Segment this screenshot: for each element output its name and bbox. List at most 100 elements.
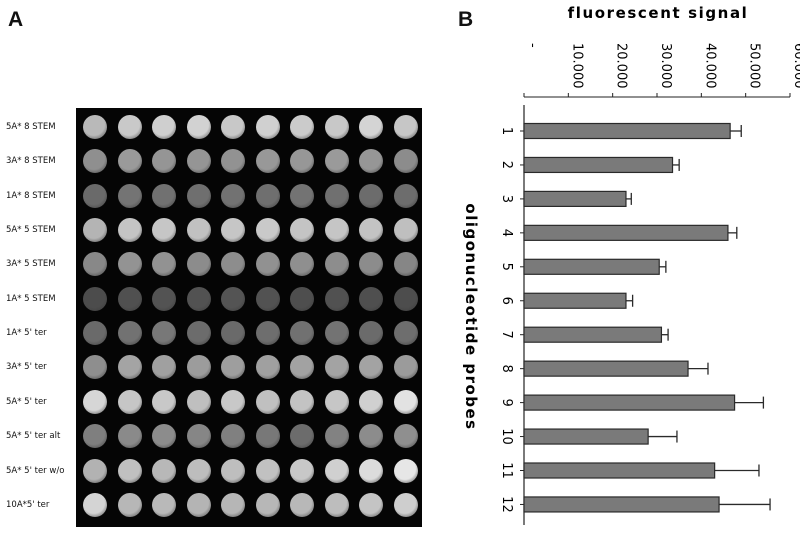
array-spot (117, 458, 142, 483)
array-spot (393, 218, 418, 243)
array-spot (393, 149, 418, 174)
array-spot (290, 218, 314, 243)
array-spot (221, 389, 245, 414)
category-label: 2 (499, 161, 514, 169)
array-spot (117, 389, 142, 414)
array-spot (117, 424, 142, 449)
array-spot (359, 458, 383, 483)
array-spot (290, 183, 314, 208)
bar-11 (523, 462, 716, 479)
array-spot (117, 321, 142, 346)
array-spot (290, 321, 314, 346)
value-tick-label: 40.000 (702, 43, 717, 89)
array-spot (359, 492, 383, 517)
array-spot (186, 183, 211, 208)
value-tick-label: 20.000 (614, 43, 629, 89)
category-label: 9 (499, 398, 514, 406)
array-spot (83, 492, 107, 517)
chart-ylabel: oligonucleotide probes (462, 203, 480, 430)
array-spot (117, 115, 142, 139)
array-row-label: 10A*5' ter (6, 499, 50, 510)
array-spot (186, 321, 211, 346)
value-tick-label: 10.000 (569, 43, 584, 89)
array-spot (152, 321, 176, 346)
array-spot (221, 321, 245, 346)
array-spot (186, 492, 211, 517)
bar-9 (523, 394, 736, 411)
array-spot (117, 286, 142, 311)
array-spot (83, 115, 107, 139)
array-spot (393, 115, 418, 139)
array-spot (83, 252, 107, 277)
array-spot (186, 389, 211, 414)
array-spot (152, 355, 176, 380)
array-spot (83, 183, 107, 208)
array-spot (152, 458, 176, 483)
category-label: 4 (499, 229, 514, 237)
array-spot (255, 218, 280, 243)
category-label: 11 (499, 462, 514, 479)
array-spot (324, 286, 349, 311)
chart-title: fluorescent signal (568, 4, 749, 22)
bar-6 (523, 292, 627, 309)
array-spot (221, 252, 245, 277)
array-spot (255, 389, 280, 414)
array-spot (83, 458, 107, 483)
array-spot (83, 286, 107, 311)
array-row-label: 5A* 5' ter alt (6, 431, 61, 442)
array-spot (359, 286, 383, 311)
array-spot (290, 492, 314, 517)
array-spot (152, 149, 176, 174)
array-spot (393, 492, 418, 517)
array-spot (290, 252, 314, 277)
bar-8 (523, 360, 689, 377)
array-spot (152, 183, 176, 208)
bar-2 (523, 156, 674, 174)
array-spot (393, 252, 418, 277)
bar-4 (523, 224, 729, 241)
category-label: 3 (499, 195, 514, 203)
array-spot (324, 218, 349, 243)
array-spot (324, 355, 349, 380)
value-tick-label: 50.000 (747, 43, 762, 89)
array-spot (83, 218, 107, 243)
category-label: 6 (499, 297, 514, 305)
array-spot (83, 149, 107, 174)
array-row-label: 3A* 5 STEM (6, 259, 56, 270)
array-spot (290, 286, 314, 311)
array-row-label: 1A* 8 STEM (6, 190, 56, 201)
array-spot (359, 389, 383, 414)
array-spot (221, 115, 245, 139)
array-spot (255, 424, 280, 449)
array-spot (359, 321, 383, 346)
array-spot (393, 424, 418, 449)
array-spot (83, 389, 107, 414)
microarray-image (76, 108, 422, 527)
value-tick-label: 30.000 (658, 43, 673, 89)
array-row-label: 3A* 8 STEM (6, 156, 56, 167)
array-spot (221, 183, 245, 208)
array-spot (359, 218, 383, 243)
array-spot (255, 149, 280, 174)
array-spot (393, 355, 418, 380)
array-spot (255, 183, 280, 208)
bar-7 (523, 326, 663, 343)
array-spot (83, 321, 107, 346)
array-spot (359, 424, 383, 449)
category-label: 12 (499, 496, 514, 513)
array-spot (186, 286, 211, 311)
array-spot (255, 286, 280, 311)
array-spot (117, 492, 142, 517)
array-spot (324, 321, 349, 346)
array-spot (117, 355, 142, 380)
array-row-label: 5A* 5 STEM (6, 225, 56, 236)
array-spot (117, 218, 142, 243)
category-label: 7 (499, 331, 514, 339)
array-spot (83, 424, 107, 449)
array-row-label: 5A* 8 STEM (6, 122, 56, 132)
array-spot (290, 424, 314, 449)
array-spot (186, 218, 211, 243)
array-spot (83, 355, 107, 380)
array-spot (221, 355, 245, 380)
array-spot (221, 218, 245, 243)
